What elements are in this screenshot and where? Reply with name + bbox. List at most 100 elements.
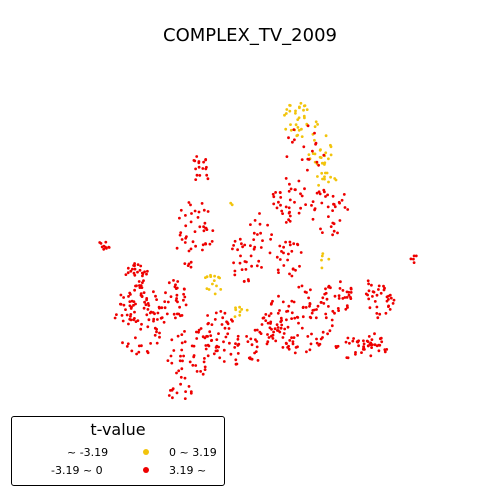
map-point: [223, 311, 227, 315]
map-point: [133, 264, 136, 268]
map-point: [324, 312, 328, 316]
map-point: [128, 304, 132, 308]
map-point: [194, 178, 198, 182]
map-point: [288, 109, 292, 113]
map-point: [238, 310, 242, 314]
map-point: [277, 294, 280, 298]
map-point: [293, 138, 296, 142]
map-point: [169, 354, 173, 358]
map-point: [317, 343, 321, 347]
map-point: [370, 343, 374, 347]
map-point: [195, 173, 199, 177]
map-point: [288, 339, 292, 342]
map-point: [197, 160, 201, 163]
map-point: [133, 288, 137, 292]
map-point: [247, 279, 251, 283]
map-point: [202, 229, 206, 233]
map-point: [276, 311, 280, 315]
map-point: [140, 271, 144, 275]
map-point: [145, 350, 149, 353]
map-point: [304, 306, 308, 309]
map-point: [317, 183, 320, 187]
map-point: [299, 101, 303, 105]
map-point: [155, 330, 158, 334]
map-point: [290, 274, 294, 278]
map-point: [175, 371, 178, 375]
map-point: [205, 165, 208, 169]
map-point: [258, 330, 262, 334]
map-point: [283, 327, 287, 331]
map-point: [290, 311, 294, 315]
map-point: [102, 244, 106, 248]
map-point: [281, 300, 285, 304]
map-point: [318, 192, 322, 196]
map-point: [315, 337, 318, 341]
map-point: [177, 369, 181, 373]
map-point: [259, 231, 262, 235]
map-point: [377, 349, 381, 353]
map-point: [298, 264, 301, 268]
legend-marker-high: [143, 467, 149, 473]
map-point: [370, 346, 373, 349]
map-point: [249, 244, 252, 248]
map-point: [294, 188, 297, 192]
map-point: [414, 254, 418, 258]
map-point: [323, 175, 326, 179]
map-point: [373, 300, 377, 303]
map-point: [290, 336, 293, 340]
map-point: [320, 266, 324, 270]
map-point: [313, 131, 316, 135]
map-point: [301, 306, 305, 309]
map-point: [245, 335, 249, 338]
map-point: [269, 312, 273, 315]
map-point: [175, 293, 179, 297]
map-point: [179, 382, 183, 386]
map-point: [120, 314, 124, 317]
map-point: [291, 340, 295, 343]
map-point: [389, 296, 393, 300]
map-point: [322, 153, 326, 157]
map-point: [329, 175, 332, 179]
map-point: [377, 288, 380, 291]
map-point: [311, 149, 314, 153]
map-point: [392, 298, 396, 302]
map-point: [124, 308, 127, 311]
map-point: [244, 268, 248, 271]
map-point: [183, 340, 187, 344]
map-point: [233, 269, 237, 273]
map-point: [217, 275, 220, 279]
map-point: [280, 323, 284, 327]
map-point: [201, 372, 205, 376]
map-point: [288, 214, 292, 218]
map-point: [238, 261, 242, 265]
map-point: [179, 231, 183, 235]
map-point: [363, 348, 366, 351]
map-point: [217, 332, 220, 335]
map-point: [324, 151, 328, 155]
map-point: [194, 167, 198, 171]
map-point: [233, 346, 237, 349]
map-point: [158, 335, 161, 339]
map-point: [340, 198, 344, 202]
map-point: [327, 215, 330, 219]
map-point: [252, 238, 256, 242]
map-point: [287, 344, 290, 348]
map-point: [190, 212, 193, 215]
map-point: [203, 368, 207, 371]
map-point: [210, 240, 214, 243]
map-point: [332, 202, 335, 206]
map-point: [327, 257, 331, 261]
map-point: [256, 359, 260, 362]
map-point: [287, 206, 291, 210]
map-point: [333, 311, 336, 315]
map-point: [308, 302, 312, 306]
map-point: [323, 161, 327, 165]
map-point: [193, 159, 197, 163]
map-point: [152, 290, 155, 294]
map-point: [292, 242, 296, 246]
map-point: [214, 311, 218, 315]
map-point: [285, 318, 288, 322]
map-point: [412, 261, 416, 264]
map-point: [243, 260, 247, 263]
map-point: [128, 317, 132, 321]
